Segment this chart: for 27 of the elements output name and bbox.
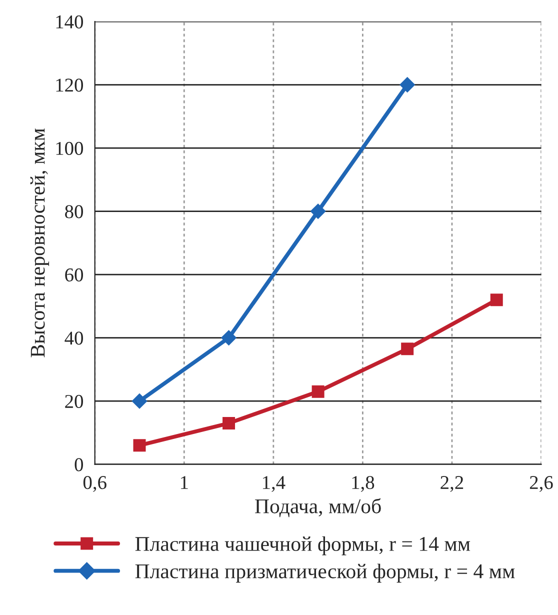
y-tick-label: 80 — [65, 205, 84, 218]
y-tick-label: 60 — [65, 268, 84, 282]
point — [221, 330, 236, 346]
y-tick-label: 120 — [56, 78, 84, 92]
point — [133, 439, 146, 452]
point — [310, 204, 326, 219]
point — [222, 416, 236, 430]
y-axis-title: Высота неровностей, мкм — [30, 128, 50, 358]
point — [400, 77, 415, 92]
x-tick-label: 2,6 — [530, 476, 553, 492]
point — [312, 385, 324, 398]
y-tick-label: 140 — [56, 15, 84, 28]
y-tick-label: 0 — [74, 458, 84, 472]
legend-label: Пластина призматической формы, r = 4 мм — [135, 564, 515, 583]
x-axis-title: Подача, мм/об — [255, 498, 381, 518]
x-tick-label: 1,4 — [262, 476, 286, 492]
y-tick-label: 40 — [64, 332, 84, 345]
x-tick-label: 1,8 — [352, 476, 374, 492]
point — [132, 394, 148, 409]
x-tick-label: 2,2 — [440, 476, 464, 492]
point — [490, 294, 503, 306]
legend-label: Пластина чашечной формы, r = 14 мм — [135, 536, 470, 556]
x-tick-label: 1 — [180, 476, 188, 489]
y-tick-label: 100 — [56, 142, 84, 155]
y-tick-label: 20 — [65, 394, 84, 408]
x-tick-label: 0,6 — [83, 476, 106, 492]
point — [401, 342, 414, 356]
